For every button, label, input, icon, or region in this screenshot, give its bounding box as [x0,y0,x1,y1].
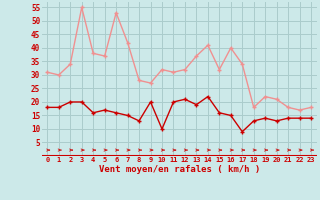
X-axis label: Vent moyen/en rafales ( km/h ): Vent moyen/en rafales ( km/h ) [99,165,260,174]
